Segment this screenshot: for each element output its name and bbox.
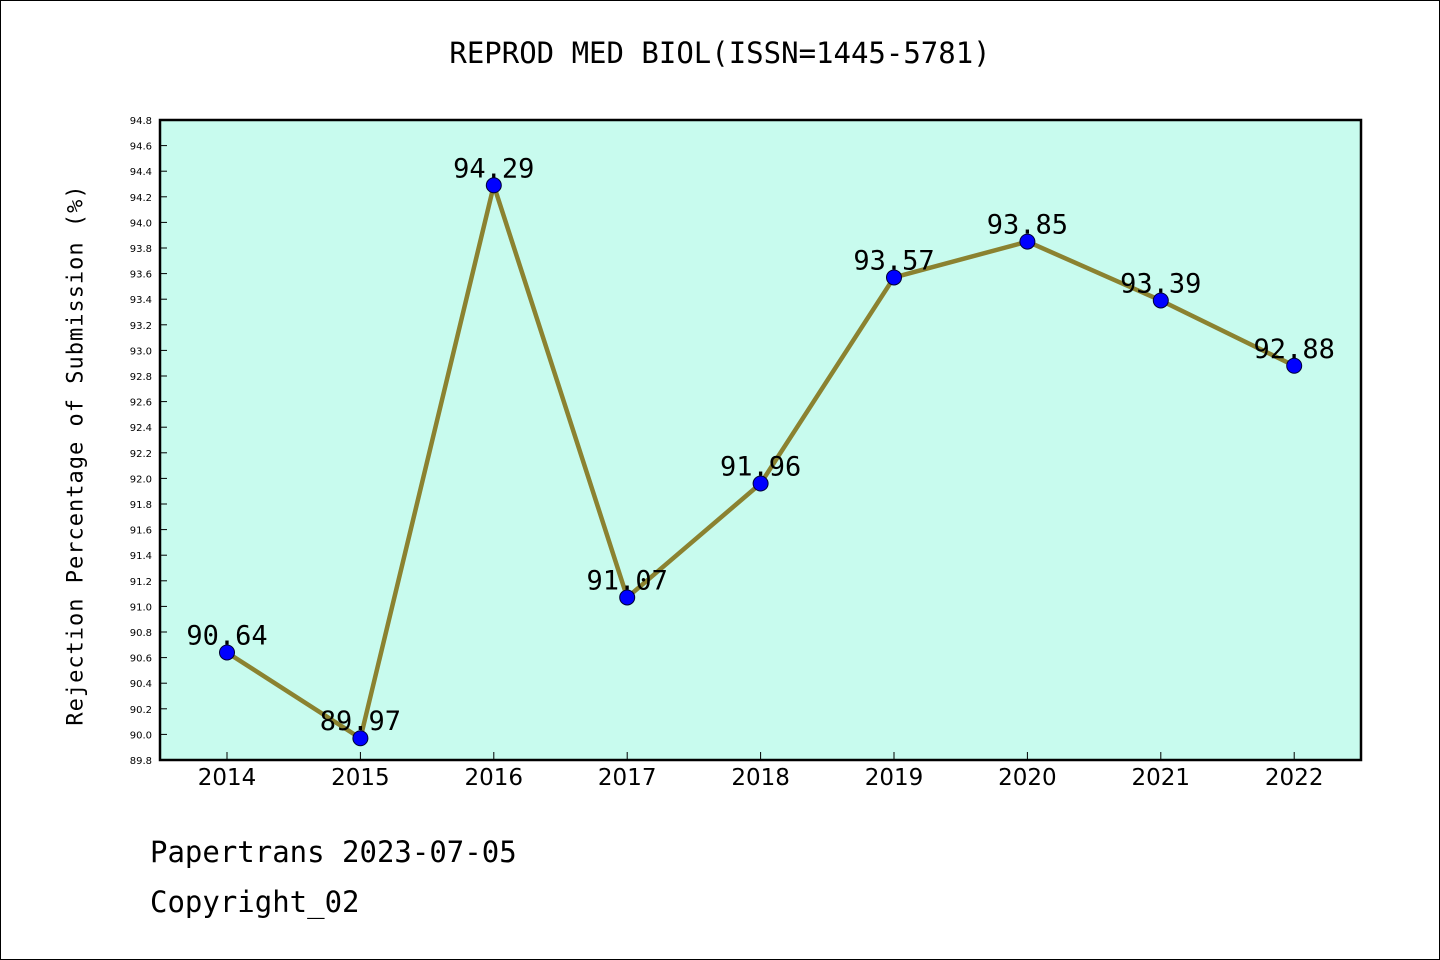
y-tick-label: 90.0 bbox=[130, 730, 152, 741]
footer-date: Papertrans 2023-07-05 bbox=[150, 835, 517, 869]
data-point bbox=[752, 475, 769, 492]
footer-copyright: Copyright_02 bbox=[150, 885, 360, 919]
data-point bbox=[1152, 292, 1169, 309]
x-tick-label: 2020 bbox=[998, 765, 1057, 791]
x-tick-label: 2017 bbox=[598, 765, 657, 791]
data-point bbox=[1286, 357, 1303, 374]
y-tick-label: 94.0 bbox=[130, 218, 152, 229]
y-tick-label: 92.2 bbox=[130, 449, 152, 460]
y-tick-label: 93.8 bbox=[130, 244, 152, 255]
y-tick-label: 90.8 bbox=[130, 628, 152, 639]
y-axis-ticks: 89.8 90.0 90.2 90.4 90.6 90.8 91.0 91.2 91.4 91.6… bbox=[130, 116, 167, 767]
data-label: 94.29 bbox=[453, 153, 534, 184]
x-tick-label: 2014 bbox=[198, 765, 257, 791]
chart-title: REPROD MED BIOL(ISSN=1445-5781) bbox=[449, 36, 991, 70]
y-tick-label: 93.4 bbox=[130, 295, 152, 306]
plot-border bbox=[158, 118, 1363, 762]
x-tick-label: 2015 bbox=[331, 765, 390, 791]
data-labels: 90.64 89.97 94.29 91.07 91.96 93.57 93.85 93.39… bbox=[186, 153, 1334, 737]
y-tick-label: 92.0 bbox=[130, 474, 152, 485]
data-label: 92.88 bbox=[1254, 334, 1335, 365]
y-tick-label: 91.8 bbox=[130, 500, 152, 511]
x-tick-label: 2021 bbox=[1132, 765, 1191, 791]
plot-area bbox=[160, 120, 1361, 760]
data-point bbox=[1019, 233, 1036, 250]
data-label: 93.85 bbox=[987, 210, 1068, 241]
y-tick-label: 91.0 bbox=[130, 602, 152, 613]
data-label: 91.96 bbox=[720, 452, 801, 483]
y-tick-label: 94.8 bbox=[130, 116, 152, 127]
y-tick-label: 91.2 bbox=[130, 577, 152, 588]
data-label: 90.64 bbox=[186, 620, 267, 651]
y-tick-label: 90.6 bbox=[130, 654, 152, 665]
x-tick-label: 2018 bbox=[731, 765, 790, 791]
y-tick-label: 93.2 bbox=[130, 321, 152, 332]
data-point bbox=[619, 589, 636, 606]
y-tick-label: 92.8 bbox=[130, 372, 152, 383]
x-axis-ticks: 2014 2015 2016 2017 2018 2019 2020 2021 2022 bbox=[198, 752, 1324, 791]
data-point bbox=[219, 644, 235, 661]
y-tick-label: 92.4 bbox=[130, 423, 152, 434]
y-tick-label: 94.2 bbox=[130, 193, 152, 204]
y-tick-label: 94.4 bbox=[130, 167, 152, 178]
y-tick-label: 91.6 bbox=[130, 526, 152, 537]
x-tick-label: 2016 bbox=[465, 765, 524, 791]
data-point bbox=[485, 177, 502, 194]
x-tick-label: 2022 bbox=[1265, 765, 1324, 791]
data-label: 93.57 bbox=[853, 245, 934, 276]
x-tick-label: 2019 bbox=[865, 765, 924, 791]
y-tick-label: 89.8 bbox=[130, 756, 152, 767]
data-points bbox=[219, 177, 1303, 747]
data-label: 91.07 bbox=[587, 565, 668, 596]
data-label: 89.97 bbox=[320, 706, 401, 737]
y-tick-label: 94.6 bbox=[130, 142, 152, 153]
data-point bbox=[352, 730, 369, 747]
y-tick-label: 91.4 bbox=[130, 551, 152, 562]
y-tick-label: 92.6 bbox=[130, 398, 152, 409]
y-tick-label: 90.4 bbox=[130, 679, 152, 690]
data-point bbox=[886, 269, 902, 286]
y-tick-label: 93.6 bbox=[130, 270, 152, 281]
y-tick-label: 90.2 bbox=[130, 705, 152, 716]
y-tick-label: 93.0 bbox=[130, 346, 152, 357]
data-label: 93.39 bbox=[1120, 268, 1201, 299]
